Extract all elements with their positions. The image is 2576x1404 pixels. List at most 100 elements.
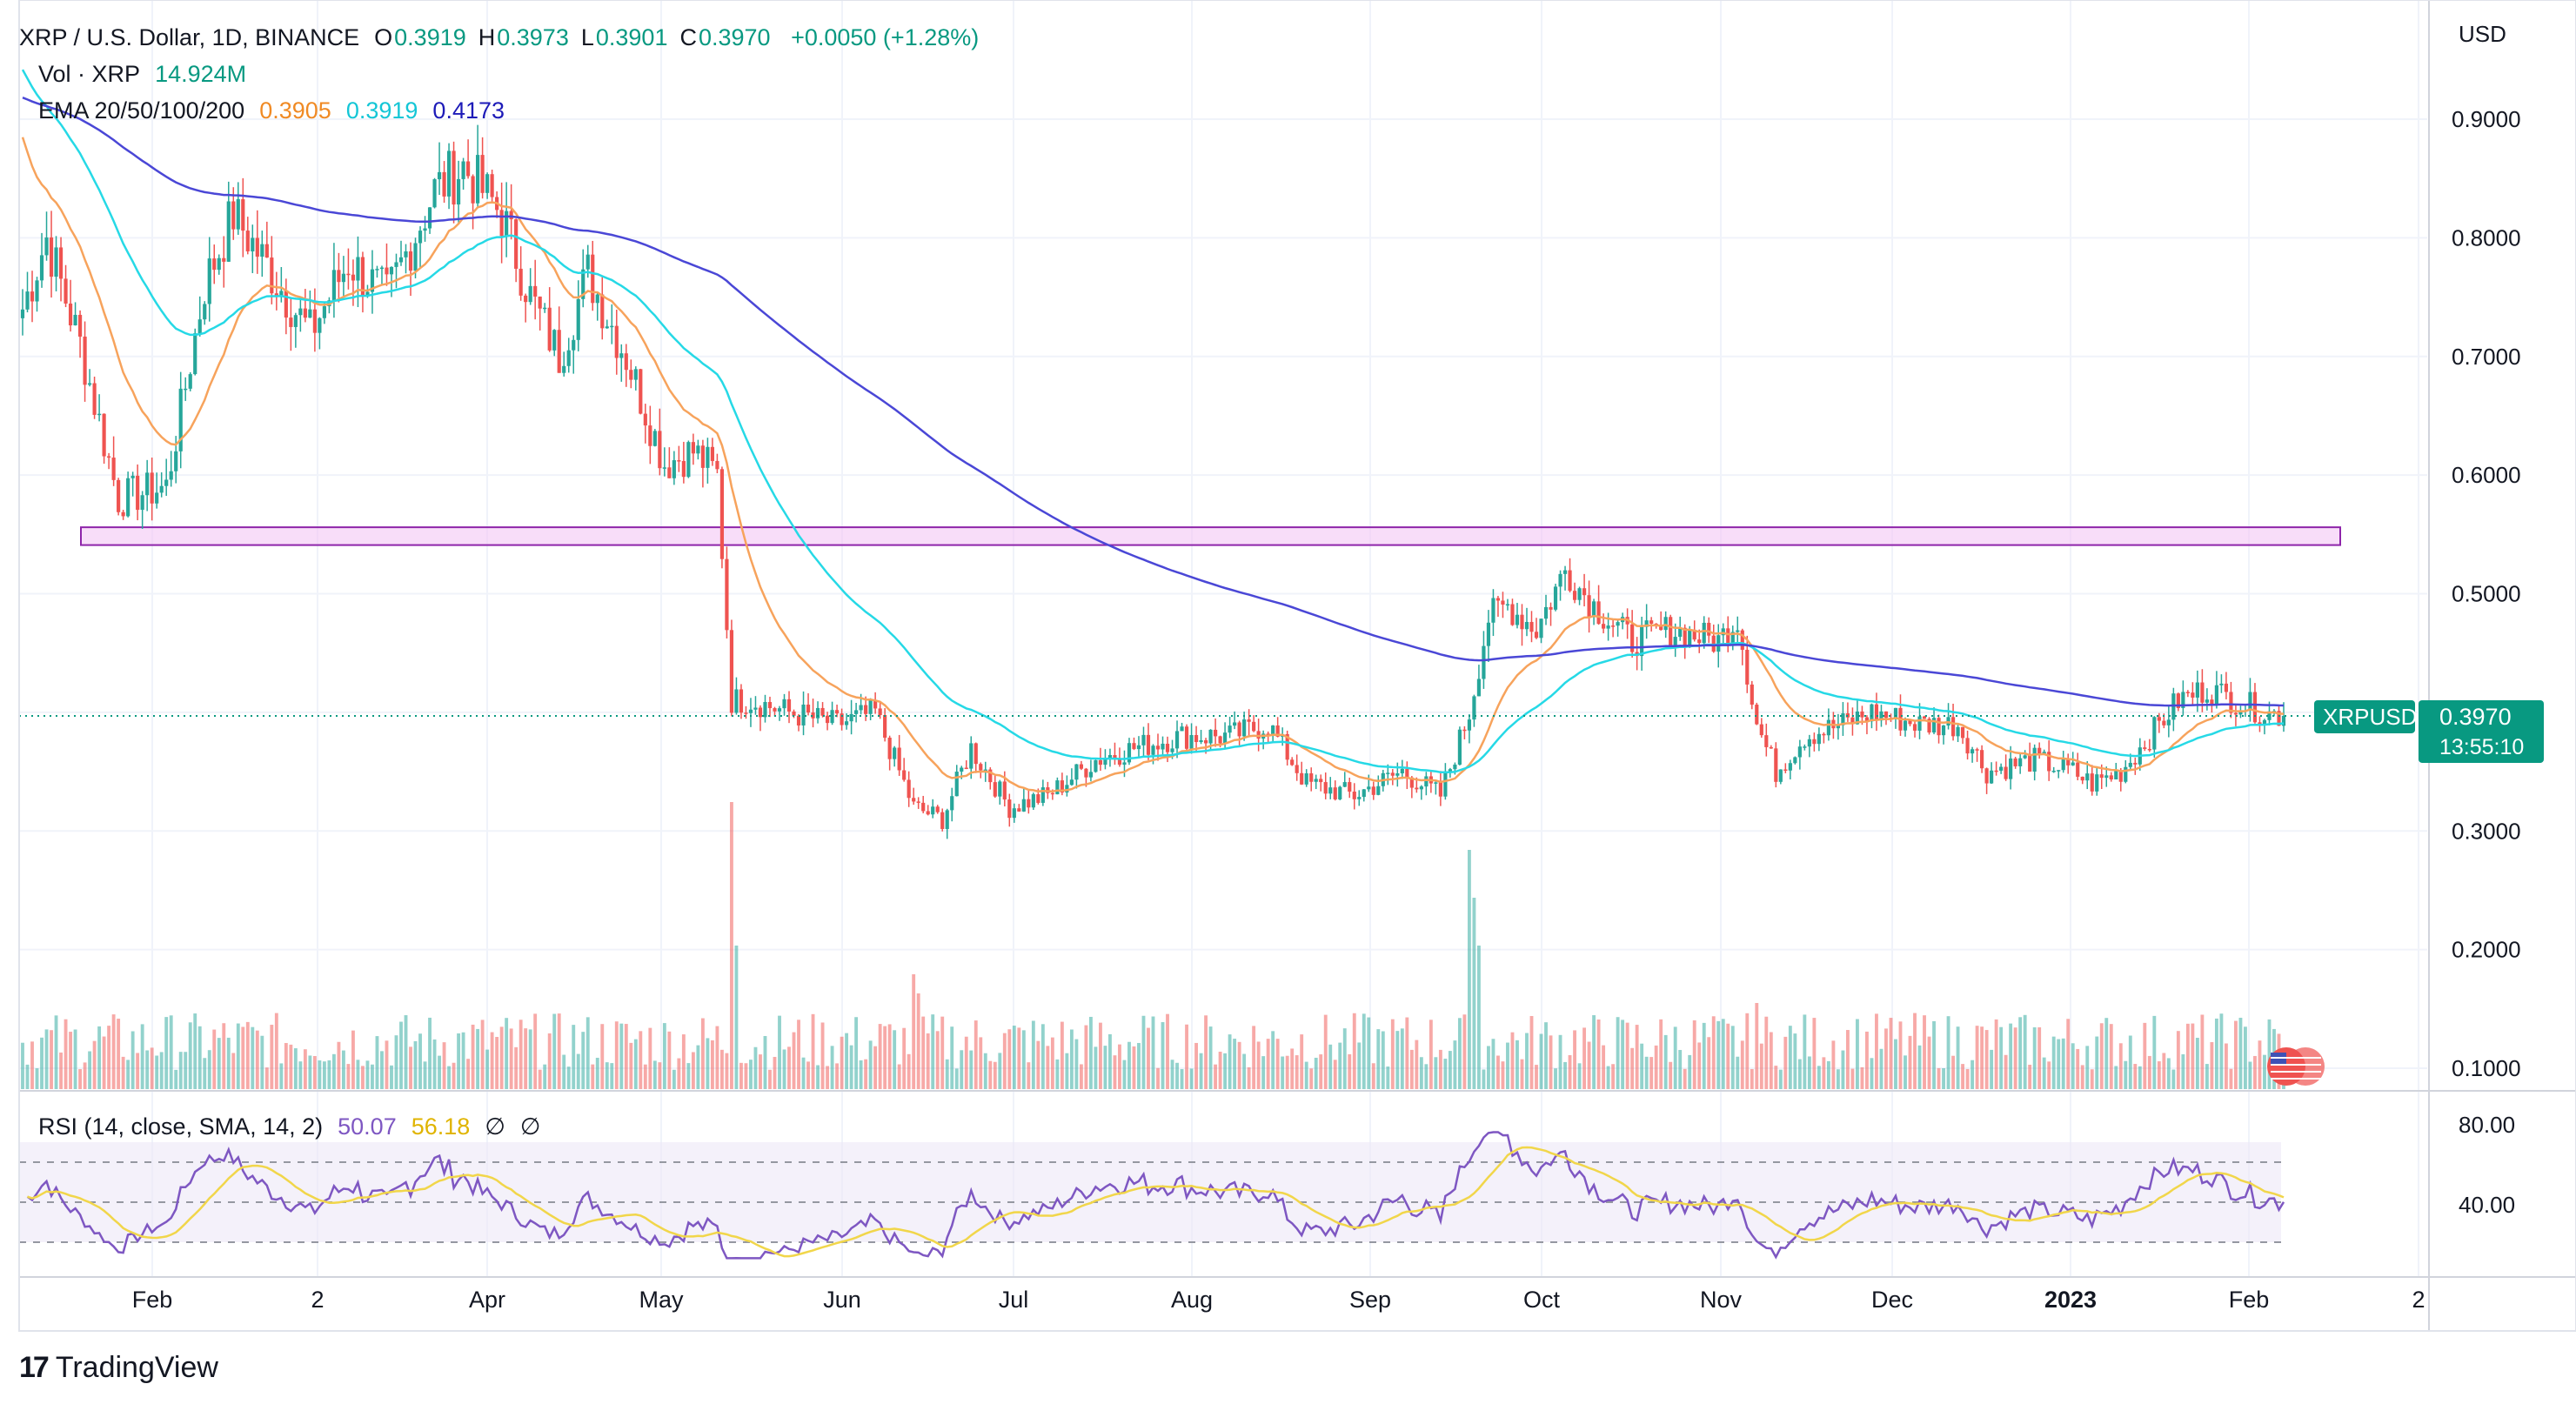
candle-body (264, 244, 269, 258)
volume-bar (773, 1056, 777, 1089)
volume-bar (231, 1053, 236, 1089)
volume-bar (2037, 1026, 2042, 1089)
symbol-title: XRP / U.S. Dollar, 1D, BINANCE (19, 24, 360, 50)
candle-body (231, 201, 236, 230)
candle-body (696, 445, 700, 454)
candle-body (1793, 757, 1797, 764)
volume-bar (1965, 1068, 1970, 1089)
candle-body (1409, 777, 1414, 788)
time-tick-label: Aug (1171, 1287, 1213, 1313)
candle-body (629, 370, 633, 380)
ema200-line (22, 97, 2285, 707)
volume-bar (1520, 1059, 1524, 1089)
volume-bar (385, 1040, 389, 1089)
candle-body (1098, 759, 1103, 766)
candle-body (1726, 628, 1730, 646)
candle-body (1769, 746, 1773, 749)
candle-body (1678, 627, 1683, 638)
resistance-zone-rect (80, 526, 2341, 546)
volume-bar (1118, 1044, 1121, 1089)
candle-body (954, 772, 959, 797)
volume-bar (159, 1052, 164, 1089)
candle-body (677, 460, 681, 462)
volume-bar (1669, 1061, 1673, 1089)
chart-axes: USD0.90000.80000.70000.60000.50000.40000… (18, 0, 2576, 1332)
us-flag-icon (2267, 1047, 2325, 1086)
candle-body (845, 721, 849, 725)
candle-body (1649, 620, 1654, 624)
volume-bar (1602, 1045, 1606, 1089)
candle-body (1883, 711, 1889, 719)
volume-bar (107, 1026, 111, 1089)
volume-bar (308, 1055, 312, 1089)
volume-bar (614, 1021, 619, 1089)
symbol-legend[interactable]: XRP / U.S. Dollar, 1D, BINANCE O0.3919 H0… (19, 24, 980, 51)
candle-body (1980, 750, 1984, 769)
candle-body (1017, 808, 1021, 812)
candle-body (1050, 792, 1054, 795)
candle-body (1395, 773, 1400, 776)
volume-bar (413, 1040, 418, 1089)
volume-bar (44, 1029, 49, 1089)
candle-body (1348, 782, 1352, 792)
volume-bar (835, 1063, 840, 1089)
volume-bar (1697, 1042, 1702, 1089)
volume-bar (322, 1061, 326, 1089)
volume-bar (150, 1047, 154, 1089)
volume-legend[interactable]: Vol · XRP 14.924M (38, 61, 248, 88)
volume-bar (452, 1062, 456, 1089)
volume-bar (1496, 1055, 1500, 1089)
price-change: +0.0050 (+1.28%) (791, 24, 980, 50)
candle-body (552, 330, 557, 351)
candle-body (859, 705, 863, 711)
candle-body (806, 705, 811, 713)
candle-body (2133, 762, 2138, 765)
candle-body (2238, 712, 2243, 715)
tradingview-logo[interactable]: 17 TradingView (19, 1351, 218, 1385)
candle-body (581, 269, 585, 299)
volume-bar (806, 1061, 810, 1089)
volume-bar (2195, 1038, 2199, 1089)
candle-body (1213, 729, 1218, 737)
candle-body (815, 707, 820, 719)
volume-bar (2080, 1065, 2084, 1089)
ohlc-value-o: 0.3919 (394, 24, 466, 50)
volume-bar (1021, 1030, 1026, 1089)
volume-bar (418, 1033, 422, 1089)
candle-body (897, 747, 901, 771)
candle-body (2191, 692, 2195, 698)
candle-body (241, 199, 245, 231)
candle-body (83, 336, 87, 385)
candle-body (1199, 739, 1203, 743)
volume-bar (1285, 1055, 1289, 1089)
candle-body (408, 251, 413, 271)
volume-bar (428, 1017, 432, 1089)
candle-body (2195, 682, 2199, 698)
candle-body (2281, 715, 2286, 726)
candle-body (1223, 732, 1228, 744)
candle-body (1697, 639, 1702, 644)
candle-body (1443, 772, 1448, 797)
candle-body (2028, 755, 2032, 772)
candle-body (121, 511, 125, 517)
candle-body (423, 228, 427, 231)
candle-body (375, 269, 379, 271)
volume-bar (1088, 1016, 1093, 1089)
candle-body (2051, 771, 2056, 772)
volume-bar (2171, 1069, 2176, 1089)
volume-bar (595, 1057, 599, 1089)
rsi-legend[interactable]: RSI (14, close, SMA, 14, 2) 50.07 56.18 … (38, 1113, 542, 1140)
volume-bar (1970, 1060, 1975, 1089)
candle-body (351, 274, 356, 281)
volume-bar (935, 1031, 940, 1089)
last-price-tag[interactable]: XRPUSD 0.3970 13:55:10 (2314, 699, 2544, 763)
candle-body (197, 319, 202, 334)
volume-bar (1472, 898, 1476, 1089)
ohlc-value-l: 0.3901 (595, 24, 668, 50)
candle-body (514, 219, 519, 269)
tradingview-mark-icon: 17 (19, 1351, 50, 1384)
candle-body (1088, 772, 1094, 778)
candle-body (1079, 764, 1083, 769)
ema-legend[interactable]: EMA 20/50/100/200 0.3905 0.3919 0.4173 (38, 97, 506, 124)
